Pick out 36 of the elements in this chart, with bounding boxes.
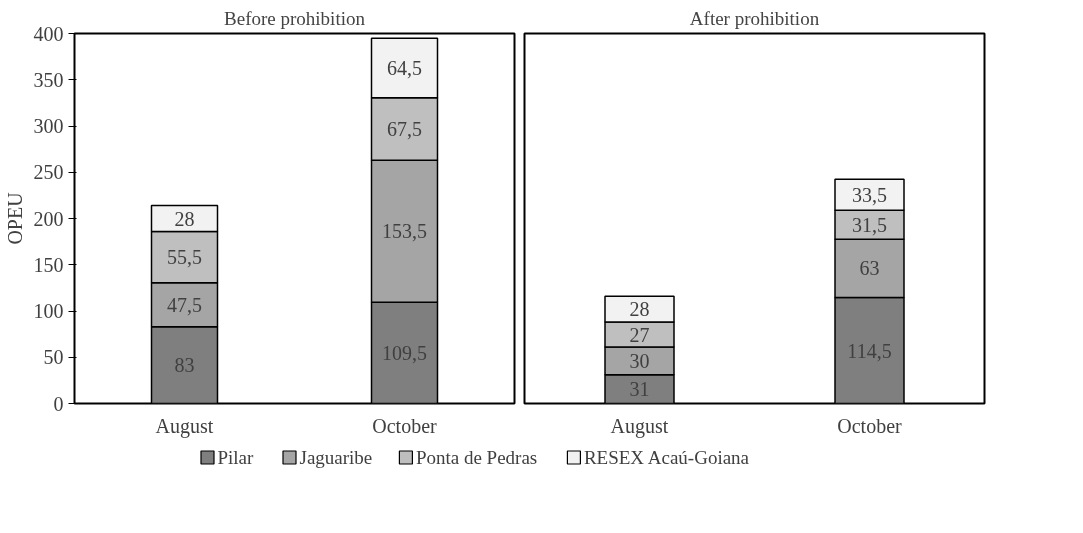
x-tick-label: October xyxy=(372,414,438,437)
y-tick-label: 400 xyxy=(33,22,64,45)
legend-label: Ponta de Pedras xyxy=(415,447,538,468)
legend-label: RESEX Acaú-Goiana xyxy=(583,447,750,468)
data-label: 64,5 xyxy=(387,56,422,79)
data-label: 47,5 xyxy=(167,293,202,316)
chart-title: Before prohibition xyxy=(224,7,366,29)
data-label: 31 xyxy=(629,378,650,401)
x-tick-label: October xyxy=(837,414,903,437)
data-label: 55,5 xyxy=(167,246,202,269)
y-tick-label: 150 xyxy=(33,253,64,276)
y-tick-label: 350 xyxy=(33,68,64,91)
data-label: 67,5 xyxy=(387,118,422,141)
data-label: 27 xyxy=(629,323,650,346)
data-label: 31,5 xyxy=(852,213,887,236)
data-label: 28 xyxy=(629,298,650,321)
data-label: 83 xyxy=(174,354,195,377)
data-label: 63 xyxy=(859,257,880,280)
x-tick-label: August xyxy=(610,414,669,438)
data-label: 33,5 xyxy=(852,183,887,206)
y-axis-title: OPEU xyxy=(3,191,26,245)
legend-label: Jaguaribe xyxy=(299,447,373,468)
y-tick-label: 100 xyxy=(33,300,64,322)
y-tick-label: 200 xyxy=(33,207,64,230)
y-tick-label: 50 xyxy=(43,346,64,369)
chart-title: After prohibition xyxy=(689,7,820,29)
legend-label: Pilar xyxy=(217,447,255,468)
y-tick-label: 0 xyxy=(53,392,64,415)
data-label: 114,5 xyxy=(847,339,892,362)
data-label: 109,5 xyxy=(382,341,427,364)
y-tick-label: 300 xyxy=(33,115,64,137)
x-tick-label: August xyxy=(155,414,214,438)
data-label: 28 xyxy=(174,207,195,230)
y-tick-label: 250 xyxy=(33,161,64,184)
data-label: 153,5 xyxy=(382,220,427,243)
data-label: 30 xyxy=(629,349,650,372)
